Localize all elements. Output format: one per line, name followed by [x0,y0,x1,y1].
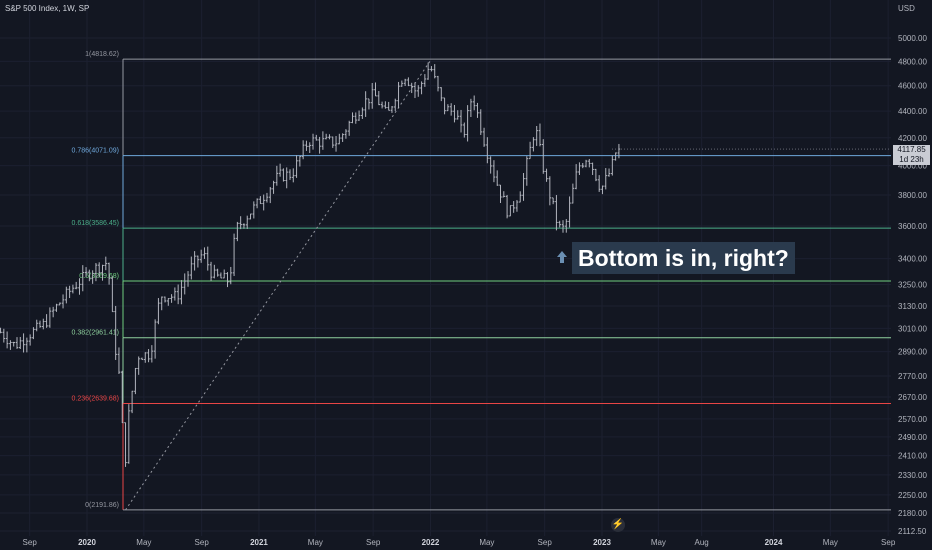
annotation-callout[interactable]: Bottom is in, right? [572,242,795,274]
time-tick-label: May [823,538,838,547]
chart-title: S&P 500 Index, 1W, SP [5,4,90,13]
fib-level-label: 0.382(2961.41) [72,330,119,337]
time-tick-label: 2020 [78,538,96,547]
time-tick-label: 2021 [250,538,268,547]
price-tick-label: 3130.00 [898,302,927,311]
price-tick-label: 3400.00 [898,255,927,264]
price-tick-label: 4600.00 [898,82,927,91]
time-tick-label: Sep [538,538,553,547]
time-tick-label: Aug [694,538,708,547]
dashed-trendline [125,58,432,511]
fib-level-label: 0.618(3586.45) [72,220,119,227]
time-tick-label: May [651,538,666,547]
candlestick-series [0,62,891,467]
price-tick-label: 2770.00 [898,372,927,381]
price-tick-label: 2890.00 [898,348,927,357]
time-tick-label: 2022 [422,538,440,547]
chart-grid [0,0,891,536]
price-tick-label: 3600.00 [898,222,927,231]
last-price-value: 4117.85 [897,145,926,154]
price-axis-bg [891,0,932,550]
time-tick-label: May [136,538,151,547]
time-tick-label: Sep [881,538,896,547]
fib-level-label: 1(4818.62) [85,51,119,58]
currency-label: USD [898,4,915,13]
price-tick-label: 4200.00 [898,134,927,143]
price-tick-label: 3010.00 [898,324,927,333]
price-tick-label: 4800.00 [898,57,927,66]
trendline[interactable] [125,58,432,511]
price-tick-label: 2330.00 [898,471,927,480]
fib-level-label: 0(2191.86) [85,502,119,509]
price-tick-label: 3250.00 [898,281,927,290]
fib-level-label: 0.786(4071.09) [72,148,119,155]
price-tick-label: 2180.00 [898,509,927,518]
price-tick-label: 2570.00 [898,415,927,424]
fib-level-label: 0.236(2639.68) [72,396,119,403]
price-axis[interactable]: 5000.00 4800.00 4600.00 4400.00 4200.00 4000.… [891,0,932,550]
bar-countdown: 1d 23h [899,155,924,164]
time-axis[interactable]: Sep 2020 May Sep 2021 May Sep 2022 May Sep 2023 May… [23,538,896,547]
price-tick-label: 4400.00 [898,107,927,116]
time-tick-label: 2024 [765,538,783,547]
price-tick-label: 2112.50 [898,527,927,536]
price-tick-label: 2670.00 [898,393,927,402]
price-tick-label: 2250.00 [898,491,927,500]
price-tick-label: 5000.00 [898,34,927,43]
last-price-tag: 4117.85 1d 23h [893,145,930,165]
time-tick-label: Sep [195,538,210,547]
price-tick-label: 2410.00 [898,452,927,461]
time-tick-label: May [479,538,494,547]
price-tick-label: 2490.00 [898,433,927,442]
time-tick-label: Sep [23,538,38,547]
arrow-up-icon [557,251,567,263]
time-tick-label: Sep [366,538,381,547]
price-tick-label: 3800.00 [898,191,927,200]
time-tick-label: May [308,538,323,547]
price-tick-label: 4000.00 [898,162,927,171]
tradingview-logo-icon[interactable]: ⚡ [611,518,625,532]
time-tick-label: 2023 [593,538,611,547]
fib-retracement[interactable]: 1(4818.62) 0.786(4071.09) 0.618(3586.45) 0.… [72,51,891,511]
